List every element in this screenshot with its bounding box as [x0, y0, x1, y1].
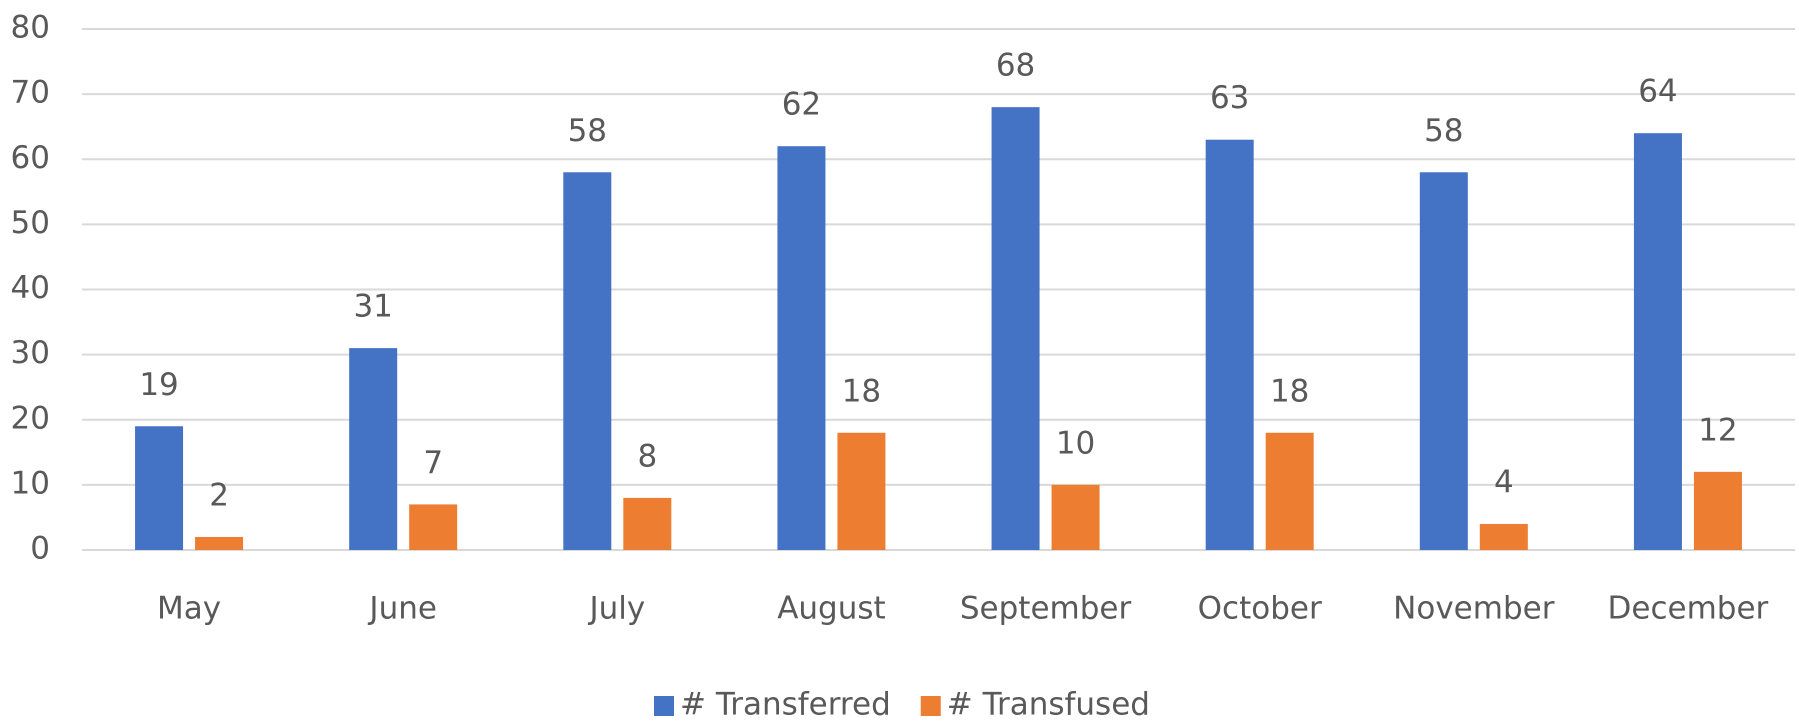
bar [563, 172, 612, 550]
y-tick-label: 0 [30, 531, 50, 567]
data-label: 68 [996, 48, 1035, 84]
x-tick-label: July [587, 591, 645, 627]
bar [1265, 432, 1314, 550]
data-label: 4 [1494, 464, 1514, 500]
data-label: 64 [1638, 74, 1677, 110]
data-label: 58 [568, 113, 607, 149]
bar [1633, 133, 1682, 550]
x-tick-label: October [1198, 591, 1322, 627]
bar [135, 426, 184, 550]
y-tick-label: 20 [11, 400, 50, 436]
bar [1205, 139, 1254, 550]
y-tick-label: 40 [11, 270, 50, 306]
x-tick-label: August [777, 591, 886, 627]
data-label: 19 [139, 367, 178, 403]
bar [837, 432, 886, 550]
bar [777, 146, 826, 550]
legend-swatch [920, 696, 941, 716]
x-tick-label: December [1608, 591, 1769, 627]
data-label: 18 [842, 373, 881, 409]
data-label: 63 [1210, 80, 1249, 116]
data-label: 62 [782, 87, 821, 123]
bar [1051, 484, 1100, 550]
legend-label: # Transfused [947, 687, 1150, 723]
bar [623, 497, 672, 550]
data-label: 12 [1698, 412, 1737, 448]
y-tick-label: 50 [11, 205, 50, 241]
x-tick-label: June [367, 591, 437, 627]
bar [1693, 471, 1742, 550]
y-tick-label: 30 [11, 335, 50, 371]
data-label: 18 [1270, 373, 1309, 409]
y-tick-label: 60 [11, 140, 50, 176]
bar [349, 348, 398, 550]
bar [1479, 523, 1528, 550]
x-tick-label: September [960, 591, 1132, 627]
y-tick-label: 10 [11, 465, 50, 501]
bar [409, 504, 458, 550]
bar [991, 107, 1040, 551]
y-tick-label: 80 [11, 10, 50, 46]
data-label: 10 [1056, 425, 1095, 461]
data-label: 58 [1424, 113, 1463, 149]
data-label: 2 [209, 477, 229, 513]
legend-swatch [654, 696, 674, 716]
data-label: 7 [423, 445, 443, 481]
data-label: 8 [637, 438, 657, 474]
bar [195, 536, 244, 550]
bar [1419, 172, 1468, 550]
legend-label: # Transferred [680, 687, 891, 723]
data-label: 31 [353, 289, 392, 325]
y-tick-label: 70 [11, 75, 50, 111]
x-tick-label: May [157, 591, 221, 627]
x-tick-label: November [1393, 591, 1555, 627]
